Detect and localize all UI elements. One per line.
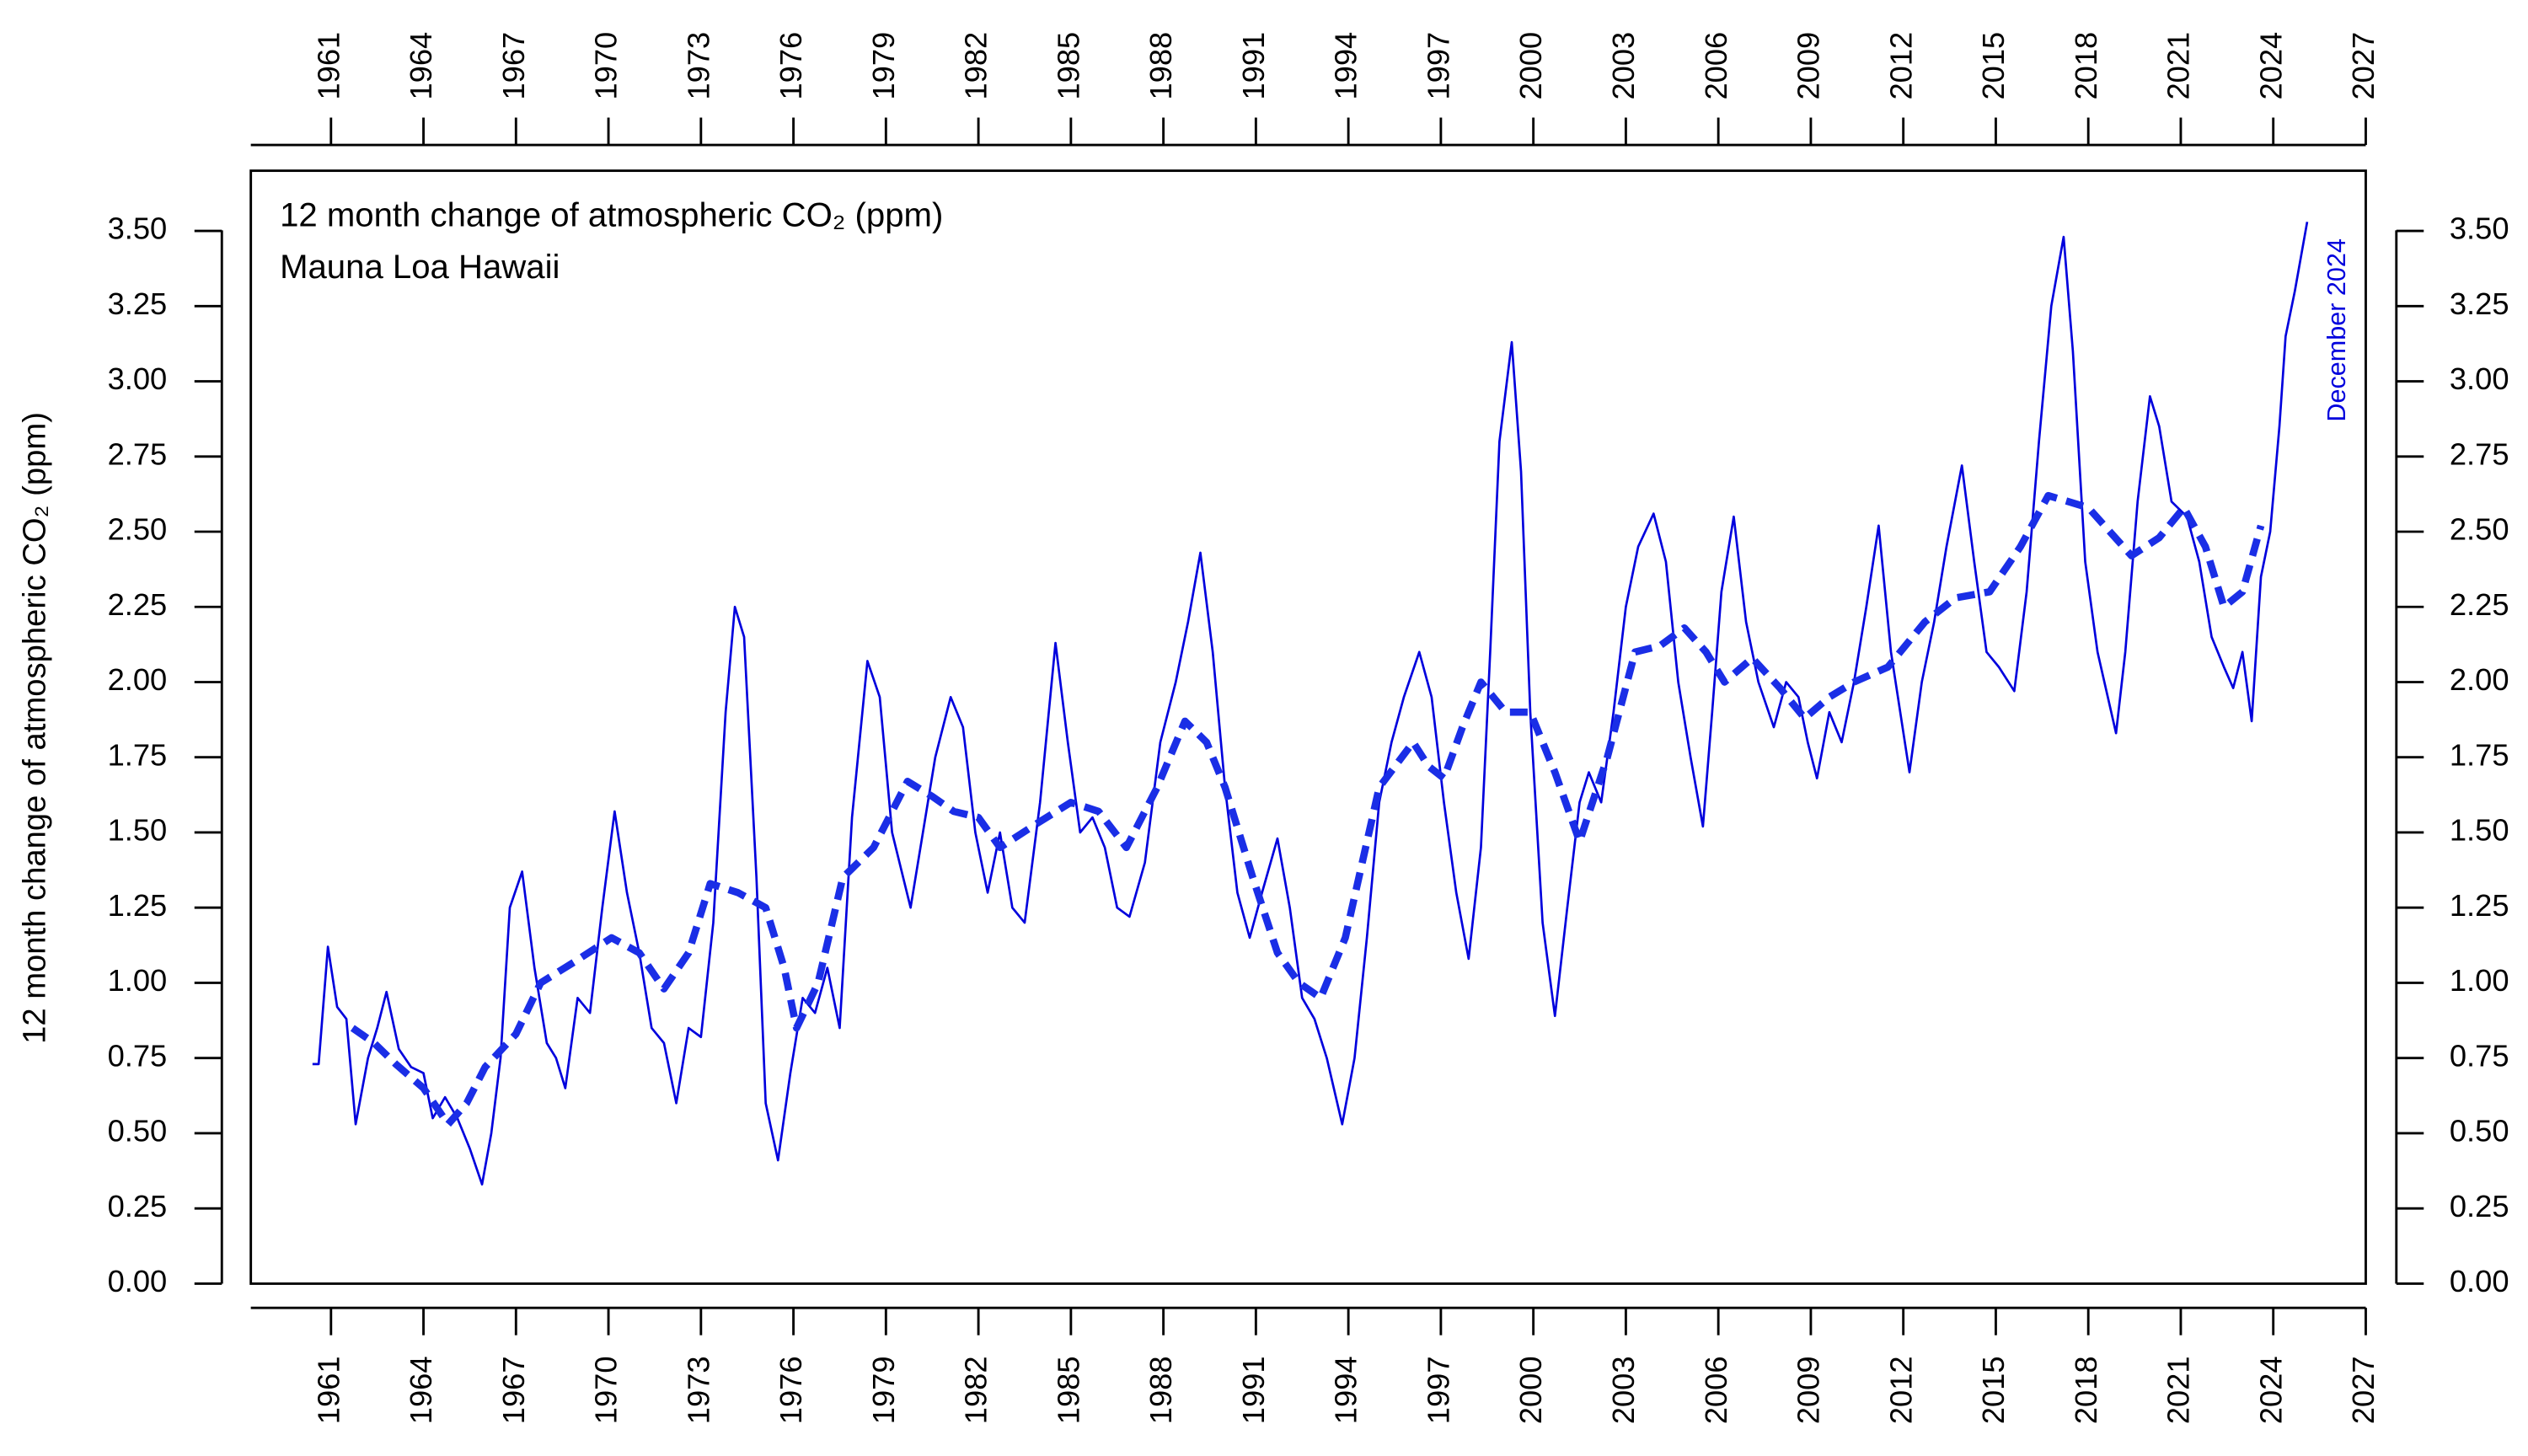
y-tick-label: 2.00	[108, 662, 168, 697]
x-tick-label: 1988	[1143, 1356, 1178, 1424]
x-tick-label: 1967	[496, 1356, 531, 1424]
y2-tick-label: 0.50	[2450, 1114, 2509, 1148]
x2-tick-label: 2021	[2161, 32, 2196, 100]
x-tick-label: 2024	[2253, 1356, 2288, 1424]
y2-tick-label: 0.25	[2450, 1189, 2509, 1223]
x2-tick-label: 2000	[1513, 32, 1548, 100]
x2-tick-label: 2006	[1699, 32, 1733, 100]
x-tick-label: 2006	[1699, 1356, 1733, 1424]
x-tick-label: 1979	[866, 1356, 901, 1424]
x-tick-label: 2000	[1513, 1356, 1548, 1424]
y-tick-label: 2.75	[108, 436, 168, 471]
x2-tick-label: 2015	[1976, 32, 2011, 100]
y2-tick-label: 0.75	[2450, 1038, 2509, 1073]
x2-tick-label: 2009	[1792, 32, 1826, 100]
y2-tick-label: 2.25	[2450, 587, 2509, 622]
y-tick-label: 3.00	[108, 361, 168, 396]
y-tick-label: 2.50	[108, 512, 168, 547]
x2-tick-label: 1973	[681, 32, 715, 100]
y2-tick-label: 1.25	[2450, 888, 2509, 923]
y2-tick-label: 2.75	[2450, 436, 2509, 471]
y2-tick-label: 3.00	[2450, 361, 2509, 396]
annotation: December 2024	[2322, 238, 2351, 422]
x2-tick-label: 1994	[1329, 32, 1363, 100]
y-tick-label: 3.25	[108, 286, 168, 321]
x-tick-label: 1991	[1236, 1356, 1271, 1424]
y-axis-label: 12 month change of atmospheric CO₂ (ppm)	[17, 412, 53, 1044]
y2-tick-label: 2.50	[2450, 512, 2509, 547]
y2-tick-label: 1.75	[2450, 737, 2509, 772]
x2-tick-label: 2027	[2346, 32, 2381, 100]
x-tick-label: 1994	[1329, 1356, 1363, 1424]
x-tick-label: 2003	[1606, 1356, 1641, 1424]
chart-title: 12 month change of atmospheric CO₂ (ppm)	[280, 196, 943, 234]
x-tick-label: 2018	[2069, 1356, 2103, 1424]
x-tick-label: 1997	[1421, 1356, 1455, 1424]
y-tick-label: 1.75	[108, 737, 168, 772]
y2-tick-label: 1.00	[2450, 963, 2509, 998]
x2-tick-label: 1991	[1236, 32, 1271, 100]
x-tick-label: 2015	[1976, 1356, 2011, 1424]
y-tick-label: 0.75	[108, 1038, 168, 1073]
x-tick-label: 1964	[404, 1356, 438, 1424]
y-tick-label: 0.50	[108, 1114, 168, 1148]
y-tick-label: 1.25	[108, 888, 168, 923]
y-tick-label: 0.25	[108, 1189, 168, 1223]
y2-tick-label: 3.25	[2450, 286, 2509, 321]
x2-tick-label: 1985	[1051, 32, 1085, 100]
y2-tick-label: 3.50	[2450, 211, 2509, 246]
x2-tick-label: 2018	[2069, 32, 2103, 100]
x-tick-label: 1982	[959, 1356, 994, 1424]
x2-tick-label: 1961	[311, 32, 345, 100]
x-tick-label: 1973	[681, 1356, 715, 1424]
y-tick-label: 3.50	[108, 211, 168, 246]
x2-tick-label: 1979	[866, 32, 901, 100]
x2-tick-label: 1976	[774, 32, 808, 100]
chart-subtitle: Mauna Loa Hawaii	[280, 248, 560, 286]
x-tick-label: 1970	[589, 1356, 624, 1424]
x-tick-label: 2027	[2346, 1356, 2381, 1424]
x-tick-label: 1985	[1051, 1356, 1085, 1424]
plot-frame	[249, 169, 2367, 1285]
y-tick-label: 1.50	[108, 813, 168, 848]
y-tick-label: 2.25	[108, 587, 168, 622]
y-tick-label: 1.00	[108, 963, 168, 998]
smoothed-line	[350, 491, 2265, 1128]
x2-tick-label: 1970	[589, 32, 624, 100]
y2-tick-label: 1.50	[2450, 813, 2509, 848]
x-tick-label: 1976	[774, 1356, 808, 1424]
x-tick-label: 1961	[311, 1356, 345, 1424]
data-line	[312, 222, 2309, 1186]
x-tick-label: 2021	[2161, 1356, 2196, 1424]
x2-tick-label: 1982	[959, 32, 994, 100]
y-tick-label: 0.00	[108, 1264, 168, 1298]
x2-tick-label: 1997	[1421, 32, 1455, 100]
y2-tick-label: 2.00	[2450, 662, 2509, 697]
x2-tick-label: 2003	[1606, 32, 1641, 100]
x2-tick-label: 1964	[404, 32, 438, 100]
y2-tick-label: 0.00	[2450, 1264, 2509, 1298]
x-tick-label: 2009	[1792, 1356, 1826, 1424]
x2-tick-label: 1967	[496, 32, 531, 100]
x-tick-label: 2012	[1883, 1356, 1918, 1424]
x2-tick-label: 2012	[1883, 32, 1918, 100]
x2-tick-label: 1988	[1143, 32, 1178, 100]
x2-tick-label: 2024	[2253, 32, 2288, 100]
